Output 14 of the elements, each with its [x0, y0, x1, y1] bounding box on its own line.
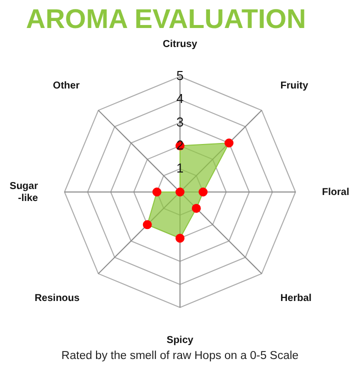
spoke-label: Floral [322, 186, 350, 198]
spoke-label: Resinous [34, 293, 80, 304]
y-tick-label: 5 [176, 68, 184, 84]
chart-title: AROMA EVALUATION [26, 4, 306, 35]
spoke-label: Herbal [280, 293, 312, 304]
spoke-label: Other [52, 80, 80, 92]
y-tick-label: 3 [176, 114, 184, 130]
text: Rated by the smell of raw Hops on a 0-5 Scale [60, 350, 300, 362]
spoke-label: Fruity [280, 80, 309, 92]
spoke-label: Citrusy [162, 38, 198, 50]
y-tick-label: 2 [176, 137, 184, 152]
y-tick-label: 4 [176, 91, 184, 106]
spoke-label: Spicy [166, 334, 194, 346]
spoke-label: Sugar-like [10, 180, 38, 204]
